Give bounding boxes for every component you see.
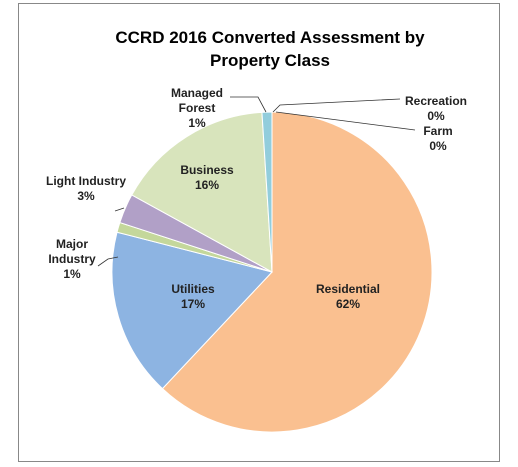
- leader-line: [97, 256, 119, 267]
- value-label: 0%: [429, 139, 447, 153]
- leader-line: [272, 98, 401, 113]
- category-label: Managed Forest: [170, 86, 223, 115]
- slice-label: Residential 62%: [288, 282, 408, 312]
- category-label: Recreation: [404, 94, 468, 108]
- pie-slice: [131, 111, 273, 273]
- category-label: Residential: [315, 282, 381, 296]
- value-label: 17%: [180, 297, 206, 311]
- category-label: Business: [180, 163, 234, 177]
- leader-line: [275, 111, 416, 131]
- slice-label: Recreation 0%: [391, 94, 481, 124]
- pie-slice: [111, 231, 273, 390]
- value-label: 3%: [77, 189, 95, 203]
- chart-title: CCRD 2016 Converted Assessment by Proper…: [115, 28, 425, 70]
- leader-line: [230, 96, 267, 113]
- slice-label: Major Industry 1%: [42, 237, 102, 282]
- leader-lines: [97, 96, 416, 267]
- slice-label: Light Industry 3%: [31, 174, 141, 204]
- pie-slice: [161, 111, 433, 433]
- category-label: Light Industry: [46, 174, 126, 188]
- value-label: 0%: [427, 109, 445, 123]
- value-label: 1%: [188, 116, 206, 130]
- slice-label: Business 16%: [157, 163, 257, 193]
- value-label: 1%: [63, 267, 81, 281]
- category-label: Farm: [423, 124, 453, 138]
- leader-line: [114, 207, 125, 212]
- value-label: 16%: [194, 178, 220, 192]
- slice-label: Utilities 17%: [143, 282, 243, 312]
- category-label: Utilities: [171, 282, 215, 296]
- value-label: 62%: [335, 297, 361, 311]
- pie: [111, 111, 433, 433]
- slice-label: Managed Forest 1%: [162, 86, 232, 131]
- category-label: Major Industry: [48, 237, 96, 266]
- slice-label: Farm 0%: [408, 124, 468, 154]
